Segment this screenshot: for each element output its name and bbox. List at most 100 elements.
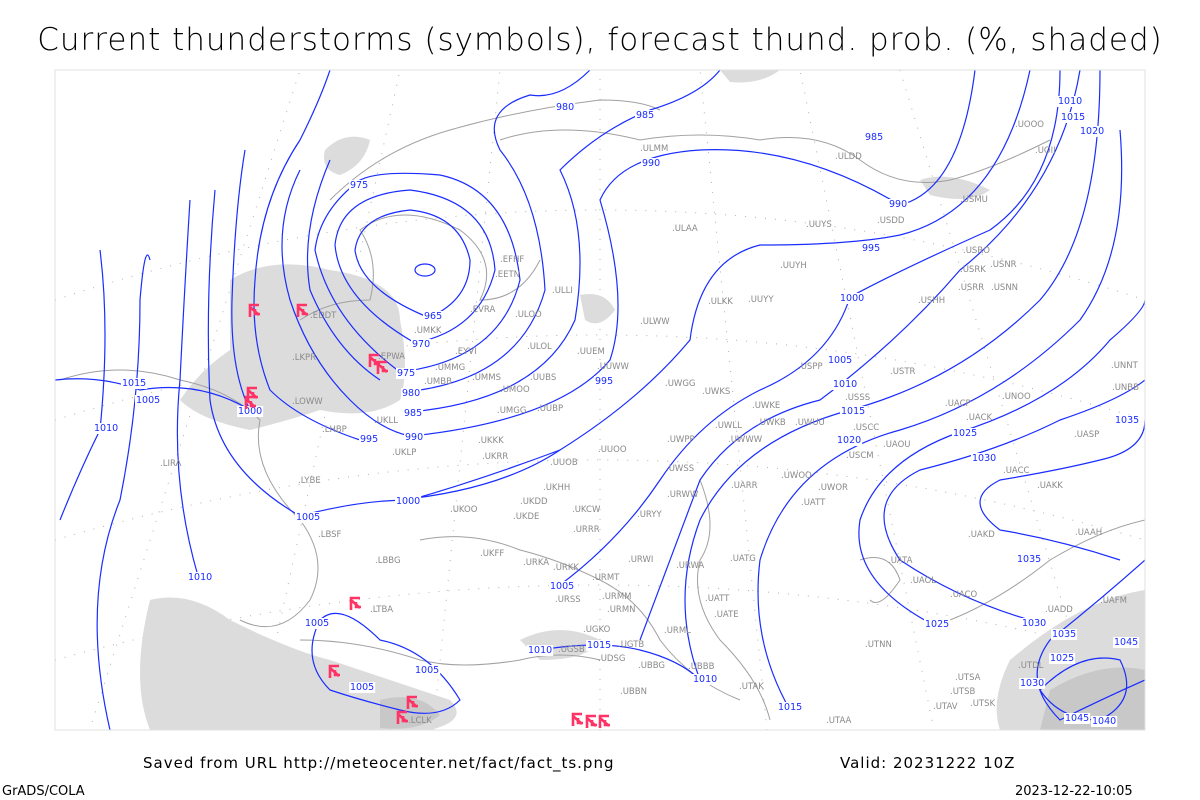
- isobar-label: 1030: [972, 453, 996, 464]
- isobar-label-bg: [924, 619, 951, 630]
- valid-time: Valid: 20231222 10Z: [840, 754, 1016, 772]
- station-label: .USRK: [960, 265, 986, 275]
- isobar-label: 995: [595, 376, 613, 387]
- isobar-label-bg: [1079, 126, 1106, 137]
- isobar-label: 1005: [136, 395, 160, 406]
- station-label: .UUWW: [597, 362, 630, 372]
- station-label: .UKDD: [520, 497, 548, 507]
- isobar-label-bg: [349, 180, 370, 191]
- station-label: .UAKD: [968, 530, 995, 540]
- isobar-label: 1005: [415, 665, 439, 676]
- station-label: .EVRA: [470, 305, 495, 315]
- station-label: .LIRA: [160, 459, 182, 469]
- station-label: .UWKB: [757, 418, 786, 428]
- isobar-label: 975: [350, 180, 368, 191]
- isobar-label: 1025: [925, 619, 949, 630]
- isobar-label-bg: [952, 428, 979, 439]
- isobar-label: 1010: [833, 379, 857, 390]
- station-label: .ULLI: [552, 286, 573, 296]
- station-label: .UWOO: [781, 471, 812, 481]
- station-label: .UKFF: [480, 549, 504, 559]
- station-label: .UGKO: [583, 625, 611, 635]
- isobar-label: 1010: [94, 423, 118, 434]
- station-label: .UMBB: [424, 377, 452, 387]
- station-label: .UTNN: [865, 640, 892, 650]
- station-label: .EYVI: [455, 347, 477, 357]
- station-label: .UUBP: [537, 404, 563, 414]
- isobar-label-bg: [827, 355, 854, 366]
- station-label: .UWOR: [818, 483, 848, 493]
- station-label: .UMMG: [435, 363, 465, 373]
- isobar-label-bg: [414, 665, 441, 676]
- station-label: .EDDT: [310, 311, 337, 321]
- station-label: .UUOB: [550, 458, 578, 468]
- isobar-label-bg: [1021, 618, 1048, 629]
- thunderstorm-symbol: [328, 664, 340, 678]
- station-label: .UAKK: [1037, 481, 1063, 491]
- station-label: .UKKK: [478, 436, 504, 446]
- station-label: .UWKS: [702, 387, 730, 397]
- isobar-label-bg: [93, 423, 120, 434]
- station-label: .UMOO: [500, 385, 530, 395]
- station-label: .USDD: [877, 216, 905, 226]
- isobar-label-bg: [832, 379, 859, 390]
- station-label: .URKA: [523, 558, 549, 568]
- isobar-label-bg: [861, 243, 882, 254]
- station-label: .UAOL: [910, 576, 936, 586]
- station-label: .LTBA: [370, 605, 393, 615]
- isobar-label: 1045: [1114, 637, 1138, 648]
- isobar-label-bg: [839, 293, 866, 304]
- isobar-label-bg: [187, 572, 214, 583]
- isobar-label-bg: [840, 406, 867, 417]
- isobar-label-bg: [403, 408, 424, 419]
- isobar-label: 1000: [238, 406, 262, 417]
- station-label: .URMT: [592, 573, 620, 583]
- thunderstorm-symbol: [585, 714, 597, 728]
- isobar-label: 1025: [953, 428, 977, 439]
- isobar-label: 1015: [587, 640, 611, 651]
- station-label: .UBBG: [638, 661, 665, 671]
- isobar-label: 1015: [1061, 112, 1085, 123]
- station-label: .UATT: [801, 498, 826, 508]
- isobar-label-bg: [1051, 629, 1078, 640]
- isobar-label-bg: [888, 199, 909, 210]
- station-label: .UMKK: [414, 326, 442, 336]
- station-label: .UBBN: [620, 687, 647, 697]
- station-label: .UOII: [1035, 146, 1056, 156]
- isobar-label-bg: [594, 376, 615, 387]
- thunderstorm-symbols: [244, 303, 610, 728]
- station-label: .UTAA: [826, 716, 852, 726]
- station-label: .UUYS: [806, 220, 832, 230]
- isobar-label: 975: [397, 368, 415, 379]
- station-label: .UTSK: [970, 699, 996, 709]
- station-label: .UATG: [730, 554, 756, 564]
- station-label: .UATE: [714, 610, 739, 620]
- isobar-label-bg: [586, 640, 613, 651]
- station-label: .UARR: [731, 481, 758, 491]
- isobar-label: 1005: [305, 618, 329, 629]
- station-label: .UKOO: [450, 505, 478, 515]
- isobar-label-bg: [1049, 653, 1076, 664]
- thunderstorm-symbol: [396, 710, 408, 724]
- isobar-label-bg: [1016, 554, 1043, 565]
- station-label: .UKDE: [513, 512, 539, 522]
- station-label: .UWSS: [666, 464, 694, 474]
- station-label: .URWA: [676, 561, 704, 571]
- station-label: .UWWW: [728, 435, 763, 445]
- isobar-label: 1005: [828, 355, 852, 366]
- isobar-label-bg: [555, 102, 576, 113]
- isobar-label-bg: [836, 435, 863, 446]
- station-label: .UKHH: [543, 483, 570, 493]
- isobar-label: 965: [424, 311, 442, 322]
- station-label: .USTR: [890, 367, 916, 377]
- isobar-label-bg: [1091, 716, 1118, 727]
- station-label: .UMMS: [472, 373, 501, 383]
- station-label: .ULKK: [708, 297, 733, 307]
- isobar-label: 1015: [778, 702, 802, 713]
- isobar-label-bg: [304, 618, 331, 629]
- isobar-label: 970: [412, 339, 430, 350]
- isobar-label-bg: [1114, 415, 1141, 426]
- station-label: .USMU: [960, 195, 988, 205]
- isobar-label: 990: [642, 158, 660, 169]
